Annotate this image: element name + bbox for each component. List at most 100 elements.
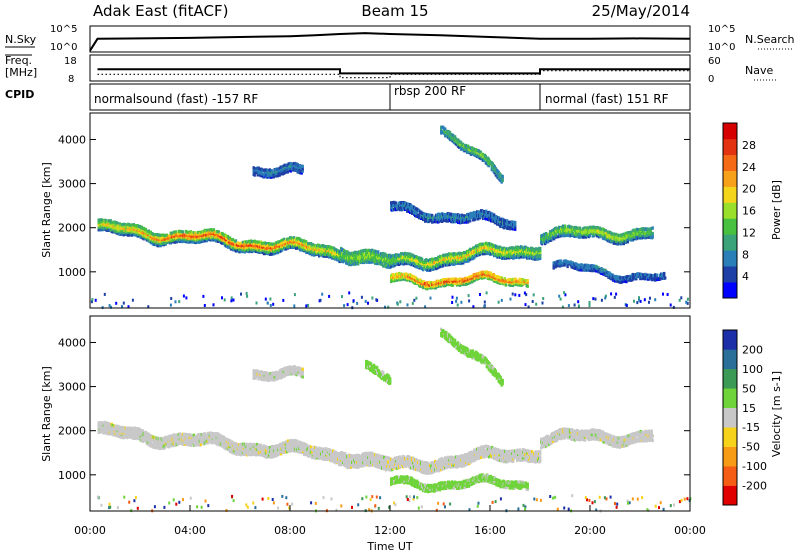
power-cell xyxy=(231,238,235,242)
power-cell xyxy=(514,227,517,231)
power-cell xyxy=(399,203,402,208)
power-cell xyxy=(389,253,392,257)
power-cell xyxy=(606,236,610,240)
power-cell xyxy=(291,164,294,169)
power-cell xyxy=(181,230,185,234)
power-cell xyxy=(206,228,210,232)
power-cell xyxy=(237,245,241,249)
power-cell xyxy=(482,212,485,216)
power-cell xyxy=(282,237,286,241)
power-cell xyxy=(405,206,408,210)
velocity-cell xyxy=(111,424,114,428)
title-left: Adak East (fitACF) xyxy=(93,2,228,20)
power-noise-cell xyxy=(511,292,514,296)
velocity-cell xyxy=(98,429,101,433)
power-cell xyxy=(590,228,594,232)
power-noise-cell xyxy=(625,303,628,307)
power-cell xyxy=(585,263,588,267)
cpid-mode-2: normal (fast) 151 RF xyxy=(545,92,669,106)
power-cell xyxy=(272,175,275,179)
power-cell xyxy=(592,234,596,238)
power-cell xyxy=(539,253,542,257)
power-cell xyxy=(259,248,263,252)
velocity-cell xyxy=(100,428,103,432)
power-cell xyxy=(539,249,542,253)
power-cell xyxy=(100,224,103,228)
power-colorbar-tick: 24 xyxy=(742,161,756,174)
power-cell xyxy=(503,246,506,250)
power-cell xyxy=(419,264,422,269)
power-cell xyxy=(484,154,487,159)
power-cell xyxy=(643,274,646,279)
power-cell xyxy=(487,157,490,161)
power-noise-cell xyxy=(406,303,409,307)
power-cell xyxy=(559,261,562,265)
power-cell xyxy=(641,275,644,279)
power-noise-cell xyxy=(451,301,454,304)
power-noise-cell xyxy=(636,301,639,305)
power-cell xyxy=(423,214,426,218)
power-cell xyxy=(526,284,529,288)
power-noise-cell xyxy=(592,297,595,301)
power-cell xyxy=(604,229,608,233)
power-cell xyxy=(496,251,499,255)
power-noise-cell xyxy=(523,291,526,295)
power-noise-cell xyxy=(468,299,471,303)
power-cell xyxy=(579,235,583,239)
power-cell xyxy=(415,211,418,216)
power-cell xyxy=(495,217,498,222)
power-cell xyxy=(449,280,453,284)
power-colorbar-swatch xyxy=(723,202,737,219)
power-noise-cell xyxy=(542,297,545,300)
power-noise-cell xyxy=(456,303,459,307)
power-cell xyxy=(214,239,218,243)
power-noise-cell xyxy=(472,305,475,309)
power-cell xyxy=(578,226,582,230)
velocity-cell xyxy=(141,437,144,441)
power-colorbar-label: Power [dB] xyxy=(770,180,783,240)
power-cell xyxy=(456,280,460,284)
title-right: 25/May/2014 xyxy=(592,2,690,20)
power-cell xyxy=(629,230,632,234)
velocity-cell xyxy=(155,438,158,442)
power-colorbar-tick: 8 xyxy=(742,248,749,261)
power-cell xyxy=(481,152,485,156)
power-cell xyxy=(469,217,472,221)
power-noise-cell xyxy=(509,297,512,301)
velocity-cell xyxy=(163,440,166,444)
noise-tick-high: 10^5 xyxy=(50,24,77,35)
power-noise-cell xyxy=(460,300,463,304)
power-cell xyxy=(444,277,448,282)
power-cell xyxy=(461,142,465,146)
power-cell xyxy=(208,232,212,236)
cpid-label: CPID xyxy=(5,88,34,101)
power-noise-cell xyxy=(479,293,481,296)
power-cell xyxy=(300,171,303,175)
power-cell xyxy=(410,206,413,210)
power-noise-cell xyxy=(413,298,416,302)
power-cell xyxy=(474,217,477,221)
power-noise-cell xyxy=(396,302,399,306)
power-noise-cell xyxy=(367,301,369,305)
power-noise-cell xyxy=(613,295,616,299)
power-cell xyxy=(514,225,517,229)
power-noise-cell xyxy=(360,295,363,299)
power-noise-cell xyxy=(451,295,454,299)
power-cell xyxy=(451,283,455,287)
power-cell xyxy=(358,252,361,257)
power-cell xyxy=(277,169,280,173)
power-cell xyxy=(603,271,606,275)
power-cell xyxy=(503,226,506,230)
power-cell xyxy=(453,135,457,139)
power-cell xyxy=(539,247,542,251)
power-noise-cell xyxy=(559,297,562,301)
power-noise-cell xyxy=(319,298,322,302)
power-cell xyxy=(563,224,567,228)
power-cell xyxy=(429,281,433,285)
power-noise-cell xyxy=(90,300,93,304)
power-cell xyxy=(261,172,264,176)
power-noise-cell xyxy=(429,296,432,300)
power-noise-cell xyxy=(615,292,618,296)
power-cell xyxy=(214,232,218,236)
